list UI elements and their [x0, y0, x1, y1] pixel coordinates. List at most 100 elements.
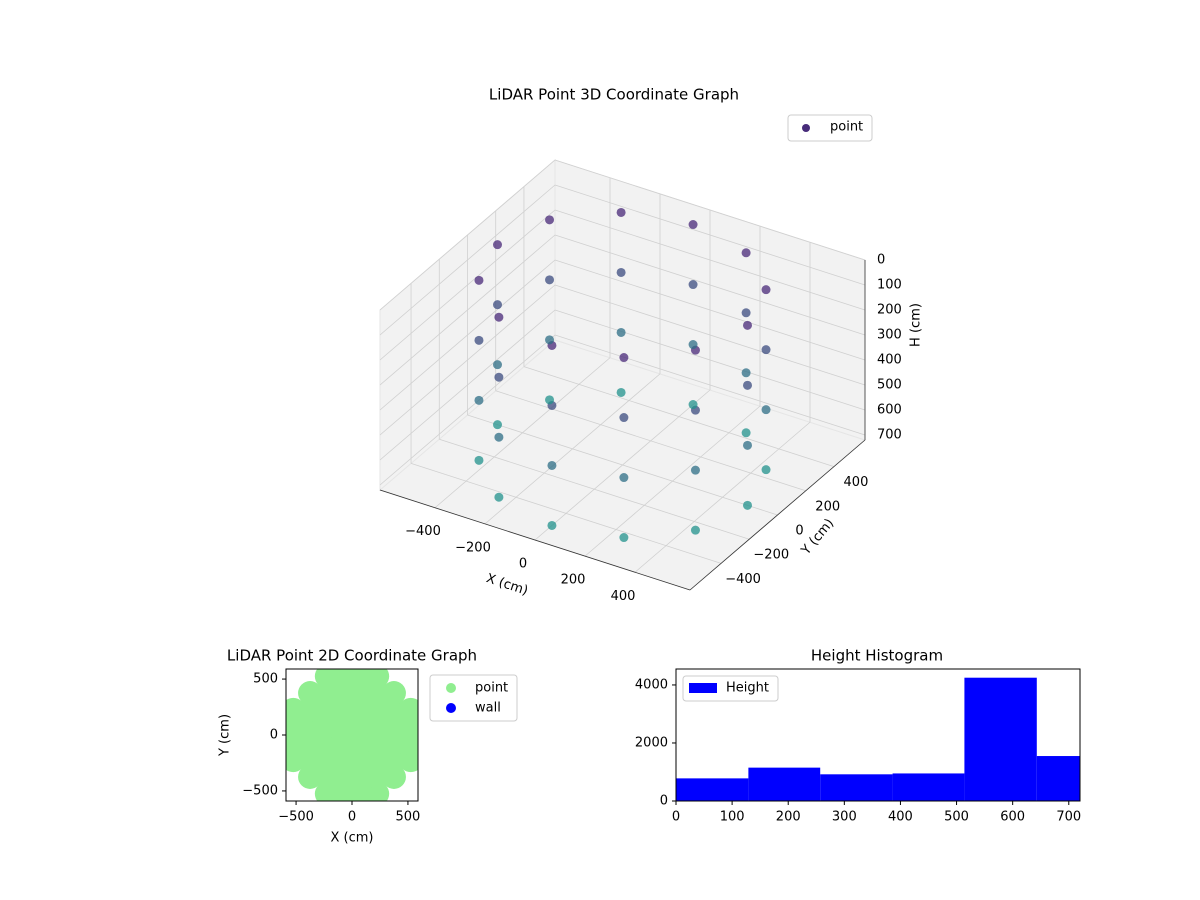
point [547, 520, 557, 530]
bar [820, 774, 893, 801]
grid-line [379, 184, 556, 336]
point [365, 731, 390, 756]
point [314, 748, 339, 773]
grid-line [379, 309, 556, 461]
legend-marker [446, 683, 456, 693]
bar [1036, 756, 1080, 801]
point [493, 300, 502, 310]
point [381, 764, 406, 789]
point [619, 473, 629, 483]
point [690, 465, 700, 475]
point [365, 681, 390, 706]
point [298, 764, 323, 789]
grid-line [379, 234, 556, 386]
point [381, 748, 406, 773]
point [545, 275, 555, 285]
y-tick-label: 400 [844, 475, 869, 490]
x-tick-label: 200 [561, 573, 586, 588]
point [474, 395, 484, 405]
point [474, 335, 484, 345]
legend-marker [689, 683, 717, 693]
point [348, 714, 373, 739]
point [547, 460, 557, 470]
y-axis-label: Y (cm) [798, 516, 837, 559]
point [398, 697, 418, 722]
x-tick-label: 600 [1000, 810, 1025, 825]
point [494, 312, 504, 322]
point [616, 327, 626, 337]
z-tick-label: 500 [877, 378, 902, 393]
z-tick-label: 200 [877, 303, 902, 318]
x-tick-label: 300 [832, 810, 857, 825]
point [348, 748, 373, 773]
x-tick-label: 400 [888, 810, 913, 825]
point [474, 455, 484, 465]
point [743, 440, 752, 450]
axis-line [689, 439, 866, 591]
point [741, 308, 751, 318]
z-tick-label: 400 [877, 353, 902, 368]
grid-line [554, 234, 866, 336]
x-tick-label: −500 [278, 810, 314, 825]
point [365, 764, 390, 789]
point [741, 248, 751, 258]
bar [748, 767, 821, 801]
point [314, 714, 339, 739]
x-tick-label: 0 [519, 557, 527, 572]
point [298, 748, 323, 773]
axes-frame [675, 668, 1081, 802]
chart-title: LiDAR Point 2D Coordinate Graph [227, 647, 477, 665]
x-axis-label: X (cm) [484, 571, 530, 599]
point [365, 669, 390, 689]
point [348, 731, 373, 756]
y-tick-label: 500 [253, 672, 278, 687]
point [381, 731, 406, 756]
grid-line [523, 366, 835, 467]
point [494, 432, 504, 442]
point [761, 405, 771, 415]
bar [964, 677, 1037, 801]
legend-label: point [830, 120, 863, 135]
point [493, 360, 502, 370]
point [545, 395, 555, 405]
x-tick-label: −400 [405, 524, 441, 539]
y-tick-label: 0 [270, 728, 278, 743]
point [331, 714, 356, 739]
chart-title: LiDAR Point 3D Coordinate Graph [489, 86, 739, 104]
y-tick-label: −500 [242, 783, 278, 798]
legend-label: point [475, 681, 508, 696]
point [381, 714, 406, 739]
point [688, 280, 698, 290]
grid-line [379, 159, 556, 311]
x-tick-label: 0 [672, 810, 680, 825]
point [348, 764, 373, 789]
grid-line [379, 259, 556, 411]
z-tick-label: 600 [877, 403, 902, 418]
grid-line [379, 334, 556, 486]
y-tick-label: 0 [795, 524, 803, 539]
point [381, 681, 406, 706]
x-tick-label: 700 [1056, 810, 1081, 825]
point [493, 420, 502, 430]
point [743, 500, 752, 510]
z-tick-label: 700 [877, 428, 902, 443]
point [381, 697, 406, 722]
bar [892, 773, 965, 801]
y-tick-label: −400 [725, 572, 761, 587]
point [348, 681, 373, 706]
point [298, 731, 323, 756]
legend-marker [446, 703, 456, 713]
point [688, 220, 698, 230]
legend-box [682, 675, 779, 702]
point [741, 428, 751, 438]
point [741, 368, 751, 378]
point [688, 340, 698, 350]
x-tick-label: −200 [455, 540, 491, 555]
y-axis-label: Y (cm) [218, 714, 233, 757]
y-tick-label: 4000 [635, 677, 668, 692]
z-tick-label: 0 [877, 253, 885, 268]
legend-label: wall [475, 701, 501, 716]
grid-line [554, 209, 866, 311]
grid-line [554, 184, 866, 286]
point [493, 240, 502, 250]
